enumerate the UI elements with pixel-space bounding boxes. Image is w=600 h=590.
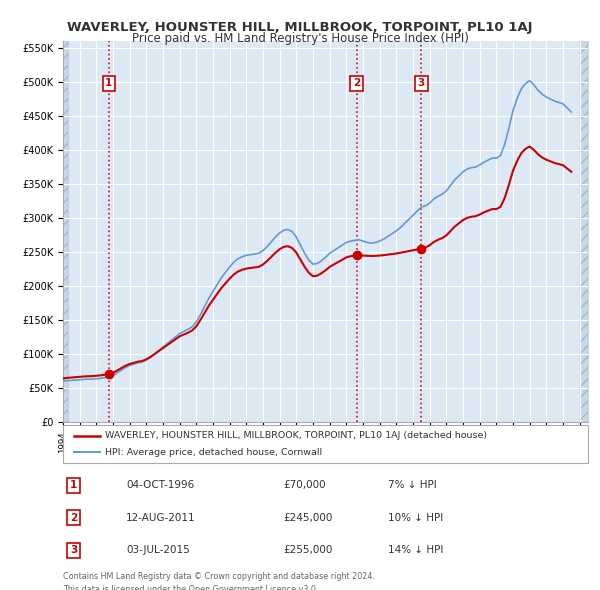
Text: 2: 2: [70, 513, 77, 523]
Text: 14% ↓ HPI: 14% ↓ HPI: [389, 545, 444, 555]
Text: 2: 2: [353, 78, 360, 88]
Text: 1: 1: [105, 78, 112, 88]
Text: Contains HM Land Registry data © Crown copyright and database right 2024.: Contains HM Land Registry data © Crown c…: [63, 572, 375, 581]
Text: 1: 1: [70, 480, 77, 490]
Text: 3: 3: [418, 78, 425, 88]
Text: 12-AUG-2011: 12-AUG-2011: [126, 513, 196, 523]
Text: £245,000: £245,000: [284, 513, 333, 523]
Text: £255,000: £255,000: [284, 545, 333, 555]
Text: This data is licensed under the Open Government Licence v3.0.: This data is licensed under the Open Gov…: [63, 585, 319, 590]
Text: WAVERLEY, HOUNSTER HILL, MILLBROOK, TORPOINT, PL10 1AJ: WAVERLEY, HOUNSTER HILL, MILLBROOK, TORP…: [67, 21, 533, 34]
FancyBboxPatch shape: [63, 425, 588, 463]
Text: HPI: Average price, detached house, Cornwall: HPI: Average price, detached house, Corn…: [105, 448, 322, 457]
Text: Price paid vs. HM Land Registry's House Price Index (HPI): Price paid vs. HM Land Registry's House …: [131, 32, 469, 45]
Text: 10% ↓ HPI: 10% ↓ HPI: [389, 513, 444, 523]
Text: 04-OCT-1996: 04-OCT-1996: [126, 480, 194, 490]
Text: 7% ↓ HPI: 7% ↓ HPI: [389, 480, 437, 490]
Text: 3: 3: [70, 545, 77, 555]
Text: 03-JUL-2015: 03-JUL-2015: [126, 545, 190, 555]
Text: WAVERLEY, HOUNSTER HILL, MILLBROOK, TORPOINT, PL10 1AJ (detached house): WAVERLEY, HOUNSTER HILL, MILLBROOK, TORP…: [105, 431, 487, 440]
Text: £70,000: £70,000: [284, 480, 326, 490]
